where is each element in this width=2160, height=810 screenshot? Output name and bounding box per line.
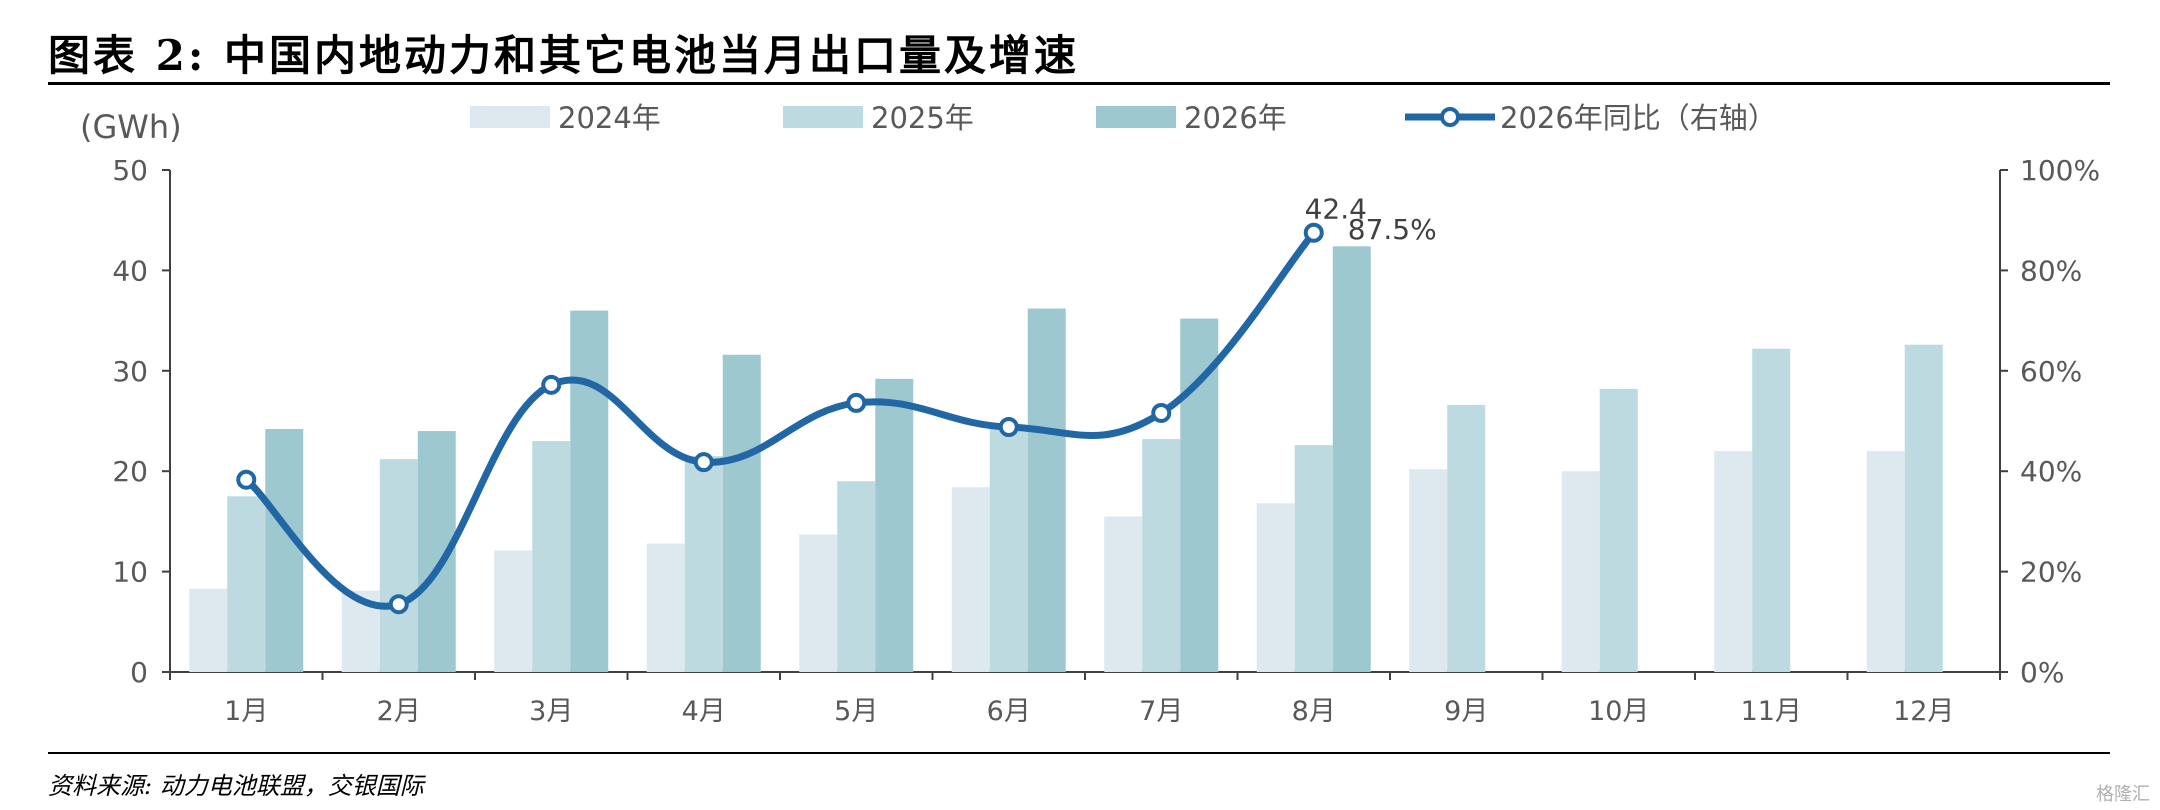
watermark-logo: 格隆汇 xyxy=(2096,784,2150,805)
bar-2024年 xyxy=(646,543,685,672)
bar-2024年 xyxy=(189,588,228,672)
bar-2026年 xyxy=(722,354,761,672)
bar-2025年 xyxy=(1447,404,1486,672)
x-tick-label: 9月 xyxy=(1444,696,1488,727)
legend-swatch xyxy=(470,106,550,128)
legend-label: 2026年 xyxy=(1184,101,1287,135)
y-axis-unit-label: (GWh) xyxy=(80,108,182,146)
x-tick-label: 4月 xyxy=(682,696,726,727)
line-point-yoy xyxy=(846,392,867,413)
bar-2024年 xyxy=(1104,516,1143,672)
bar-2026年 xyxy=(1027,308,1066,672)
y-tick-label-right: 0% xyxy=(2020,656,2064,689)
bar-2025年 xyxy=(1599,388,1638,672)
x-tick-label: 3月 xyxy=(529,696,573,727)
line-point-yoy xyxy=(236,469,257,490)
title-rule xyxy=(48,82,2110,85)
line-point-yoy xyxy=(541,374,562,395)
x-tick-label: 2月 xyxy=(377,696,421,727)
y-tick-label-right: 60% xyxy=(2020,355,2082,388)
bar-2024年 xyxy=(494,550,533,672)
bar-2024年 xyxy=(1866,451,1905,672)
line-point-yoy xyxy=(1303,222,1324,243)
line-point-yoy xyxy=(388,594,409,615)
legend-swatch xyxy=(783,106,863,128)
bar-2024年 xyxy=(1561,471,1600,672)
bar-2025年 xyxy=(837,481,876,672)
x-tick-label: 11月 xyxy=(1741,696,1802,727)
line-point-yoy xyxy=(1151,402,1172,423)
line-point-yoy xyxy=(693,452,714,473)
bar-2025年 xyxy=(1142,439,1181,672)
y-tick-label-right: 40% xyxy=(2020,455,2082,488)
y-tick-label-left: 30 xyxy=(112,355,148,388)
legend-swatch xyxy=(1096,106,1176,128)
x-tick-label: 7月 xyxy=(1139,696,1183,727)
x-tick-label: 10月 xyxy=(1588,696,1649,727)
data-label-line: 87.5% xyxy=(1348,213,1437,246)
legend-label: 2026年同比（右轴） xyxy=(1500,101,1777,135)
bar-2025年 xyxy=(1752,348,1791,672)
x-tick-label: 1月 xyxy=(224,696,268,727)
data-label-bar: 42.4 xyxy=(1305,192,1367,225)
bar-2025年 xyxy=(379,459,418,672)
x-tick-label: 5月 xyxy=(834,696,878,727)
source-note: 资料来源: 动力电池联盟，交银国际 xyxy=(48,772,424,800)
bar-2025年 xyxy=(684,456,723,672)
y-tick-label-left: 20 xyxy=(112,455,148,488)
bar-2025年 xyxy=(1904,344,1943,672)
y-tick-label-left: 0 xyxy=(130,656,148,689)
bar-2025年 xyxy=(532,441,571,672)
bar-2024年 xyxy=(799,534,838,672)
bar-2024年 xyxy=(1714,451,1753,672)
bar-2026年 xyxy=(570,310,609,672)
bar-2025年 xyxy=(1294,445,1333,672)
y-tick-label-left: 40 xyxy=(112,254,148,287)
source-rule xyxy=(48,752,2110,754)
bar-2024年 xyxy=(951,487,990,672)
y-tick-label-right: 20% xyxy=(2020,556,2082,589)
chart-title: 图表 2: 中国内地动力和其它电池当月出口量及增速 xyxy=(48,31,1079,80)
bar-2025年 xyxy=(989,426,1028,672)
y-tick-label-left: 10 xyxy=(112,556,148,589)
bar-2026年 xyxy=(1332,246,1371,672)
x-tick-label: 8月 xyxy=(1292,696,1336,727)
bar-2025年 xyxy=(227,496,266,672)
y-tick-label-right: 80% xyxy=(2020,254,2082,287)
bar-2024年 xyxy=(1409,469,1448,672)
export-volume-chart: 0 10 20 30 40 50 0% 20% 40% 60% 80% 100% 1月 2月 3月 4月 5月 6… xyxy=(80,101,2100,727)
line-yoy-growth xyxy=(242,229,1318,610)
bar-2026年 xyxy=(875,378,914,672)
legend-label: 2025年 xyxy=(871,101,974,135)
bar-2026年 xyxy=(265,429,304,672)
legend-label: 2024年 xyxy=(558,101,661,135)
bar-2024年 xyxy=(1256,503,1295,672)
line-point-yoy xyxy=(998,417,1019,438)
y-tick-label-right: 100% xyxy=(2020,154,2100,187)
y-tick-label-left: 50 xyxy=(112,154,148,187)
legend-line-marker xyxy=(1440,107,1460,127)
x-tick-label: 6月 xyxy=(987,696,1031,727)
x-tick-label: 12月 xyxy=(1893,696,1954,727)
